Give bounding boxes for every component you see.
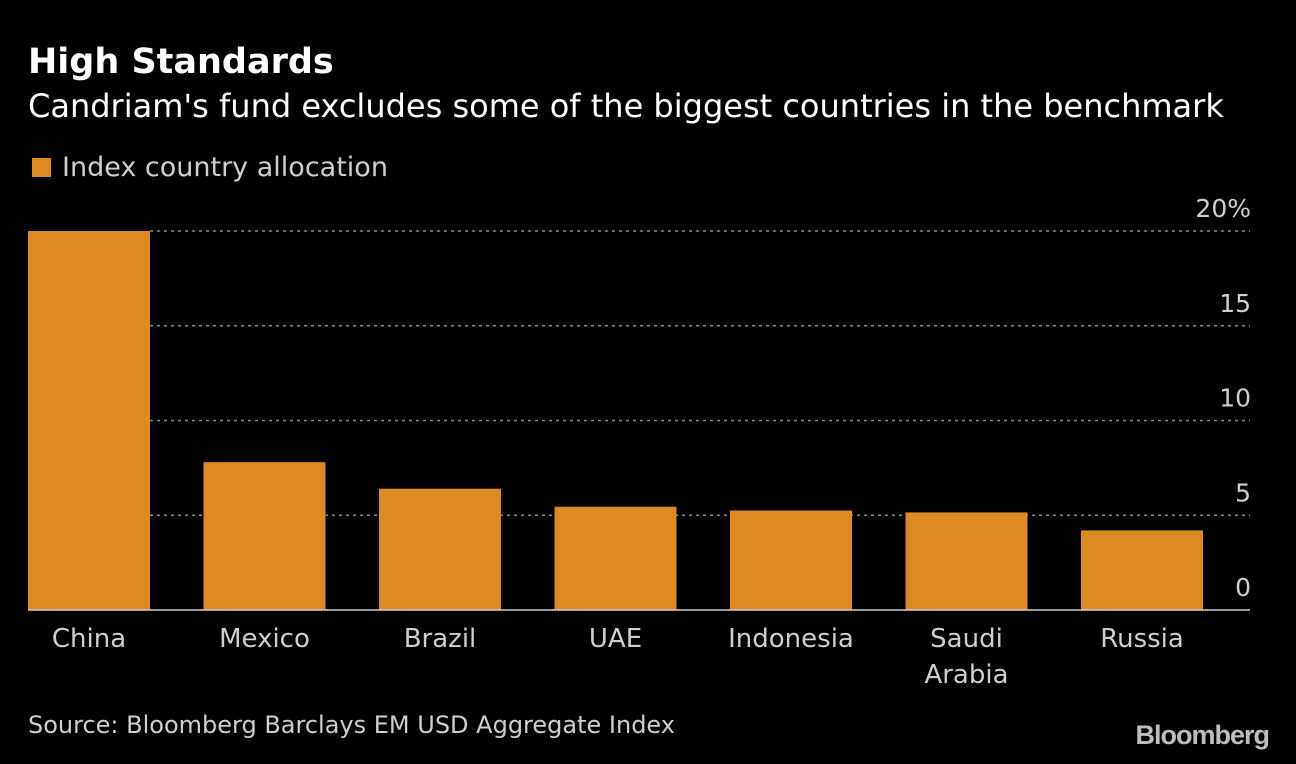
x-tick-label: Russia [1100,624,1184,654]
x-tick-label: Saudi Arabia [924,624,1008,690]
chart-title: High Standards [28,42,334,82]
y-tick-label: 10 [1219,384,1251,413]
x-tick-labels: China Mexico Brazil UAE Indonesia Saudi Arabia… [52,624,1184,690]
x-tick-label: UAE [589,624,642,654]
x-tick-label: China [52,624,126,654]
legend: Index country allocation [32,150,388,184]
y-tick-label: 5 [1235,478,1251,507]
y-tick-label: 0 [1235,573,1251,602]
legend-label: Index country allocation [62,151,388,183]
legend-swatch [32,157,51,177]
y-tick-labels: 0 5 10 15 20% [1195,194,1251,602]
gridlines [150,230,1250,516]
chart-subtitle: Candriam's fund excludes some of the big… [28,87,1224,125]
x-tick-label: Brazil [404,624,477,654]
x-tick-label: Mexico [219,624,310,654]
bar [1081,530,1203,610]
bar [28,231,150,610]
bar [379,488,501,610]
bar [554,506,677,610]
bars [28,231,1203,610]
y-tick-label: 20% [1195,194,1251,223]
bar [203,462,326,610]
bloomberg-logo: Bloomberg [1135,720,1270,750]
bar [905,512,1028,610]
x-tick-label: Indonesia [728,624,854,654]
y-tick-label: 15 [1219,289,1251,318]
bar [730,510,852,610]
source-note: Source: Bloomberg Barclays EM USD Aggreg… [28,711,675,739]
